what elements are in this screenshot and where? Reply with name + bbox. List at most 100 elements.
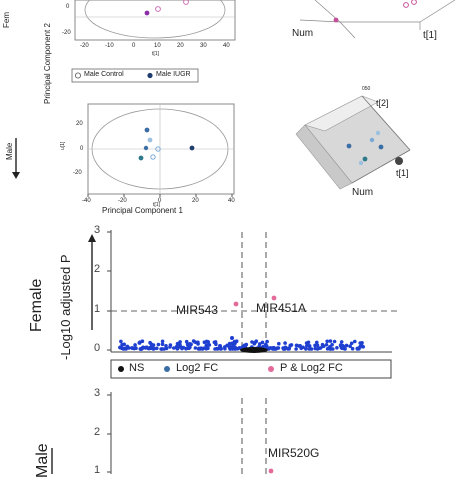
volcano-point bbox=[230, 341, 235, 346]
male-volcano-ytick: 2 bbox=[94, 426, 101, 438]
volcano-point bbox=[350, 346, 355, 351]
volcano-point bbox=[360, 341, 364, 345]
volcano-point bbox=[353, 339, 357, 344]
ticks-3d: 050 bbox=[362, 86, 371, 92]
volcano-point bbox=[197, 346, 201, 351]
volcano-point bbox=[140, 339, 145, 344]
volcano-point bbox=[201, 346, 206, 351]
male-pca-ytick: -20 bbox=[73, 170, 82, 176]
legend-iugr-marker bbox=[147, 72, 153, 79]
volcano-point bbox=[155, 346, 159, 351]
t1-label-top: t[1] bbox=[423, 30, 437, 41]
female-pca-frame bbox=[74, 0, 236, 41]
volcano-point bbox=[294, 343, 299, 348]
mir520g-point bbox=[268, 468, 274, 474]
volcano-ytick: 1 bbox=[94, 303, 101, 315]
legend-control-label: Male Control bbox=[84, 71, 124, 78]
male-pca-point bbox=[138, 155, 144, 161]
volcano-point bbox=[250, 340, 254, 344]
female-pca-point bbox=[144, 10, 150, 16]
volcano-point bbox=[151, 343, 155, 348]
volcano-point bbox=[335, 346, 339, 350]
num-label-top: Num bbox=[292, 28, 314, 39]
volcano-point bbox=[315, 340, 319, 345]
volcano-point bbox=[191, 339, 196, 343]
volcano-point bbox=[324, 343, 329, 347]
volcano-point bbox=[223, 346, 227, 351]
volcano-point bbox=[277, 341, 281, 346]
male-pca-point bbox=[144, 127, 150, 133]
legend-plog2fc-marker bbox=[268, 366, 274, 372]
neglog-axis-label: -Log10 adjusted P bbox=[58, 254, 73, 360]
legend-control-marker bbox=[74, 72, 82, 79]
volcano-point bbox=[218, 344, 222, 348]
volcano-point bbox=[118, 345, 122, 350]
volcano-point bbox=[172, 346, 176, 350]
volcano-point bbox=[325, 339, 330, 344]
volcano-point bbox=[207, 343, 212, 347]
volcano-point bbox=[328, 339, 333, 343]
volcano-point bbox=[332, 339, 337, 344]
volcano-point bbox=[348, 344, 352, 349]
volcano-point bbox=[331, 347, 335, 351]
volcano-point bbox=[229, 345, 233, 349]
volcano-point bbox=[225, 343, 229, 348]
volcano-point bbox=[133, 343, 137, 347]
male-pca-ytick: 0 bbox=[80, 146, 84, 152]
male-label-small: Male bbox=[5, 142, 14, 160]
legend-ns-marker bbox=[118, 366, 124, 372]
male-pca-point bbox=[150, 154, 156, 160]
male-pca-point bbox=[189, 145, 195, 151]
male-pca-ytick: 20 bbox=[76, 121, 83, 127]
volcano-point bbox=[349, 341, 354, 346]
legend-plog2fc-label: P & Log2 FC bbox=[280, 362, 343, 374]
volcano-point bbox=[298, 344, 302, 348]
volcano-point bbox=[286, 346, 291, 351]
female-big-label: Female bbox=[28, 278, 45, 332]
volcano-point bbox=[263, 342, 268, 347]
volcano-point bbox=[230, 336, 234, 340]
male-volcano-ytick: 1 bbox=[94, 464, 101, 476]
volcano-point bbox=[313, 346, 318, 351]
female-pca-ytick: 0 bbox=[66, 4, 70, 10]
mir451a-point bbox=[271, 295, 277, 301]
volcano-point bbox=[344, 343, 349, 348]
volcano-point bbox=[320, 342, 325, 347]
volcano-ytick: 2 bbox=[94, 263, 101, 275]
female-pca-ellipse bbox=[84, 0, 226, 39]
mir543-point bbox=[233, 301, 239, 307]
legend-log2fc-marker bbox=[164, 366, 170, 372]
volcano-point bbox=[267, 347, 271, 351]
volcano-point bbox=[261, 344, 266, 349]
volcano-point bbox=[257, 342, 262, 346]
volcano-point bbox=[150, 346, 155, 351]
volcano-points bbox=[118, 336, 366, 351]
volcano-legend-box bbox=[110, 359, 392, 379]
volcano-point bbox=[160, 347, 164, 351]
volcano-point bbox=[270, 347, 275, 351]
volcano-point bbox=[304, 341, 309, 345]
male-3d-plot bbox=[295, 95, 411, 190]
female-pca-ytick: -20 bbox=[62, 30, 71, 36]
volcano-point bbox=[144, 345, 148, 350]
mir543-label: MIR543 bbox=[176, 303, 219, 317]
volcano-point bbox=[288, 343, 293, 348]
volcano-ytick: 0 bbox=[94, 342, 101, 354]
mir520g-label: MIR520G bbox=[268, 446, 320, 460]
volcano-point bbox=[234, 346, 238, 351]
volcano-point bbox=[188, 342, 192, 346]
volcano-point bbox=[196, 340, 200, 345]
volcano-point bbox=[328, 345, 332, 349]
volcano-ytick: 3 bbox=[94, 224, 101, 236]
volcano-point bbox=[273, 346, 278, 351]
volcano-point bbox=[265, 339, 269, 344]
volcano-point bbox=[355, 347, 360, 351]
volcano-point bbox=[181, 345, 186, 350]
volcano-point bbox=[339, 340, 344, 344]
volcano-point bbox=[175, 347, 180, 351]
male-volcano bbox=[107, 392, 274, 474]
female-pca-point bbox=[183, 0, 189, 5]
male-volcano-ytick: 3 bbox=[94, 387, 101, 399]
t1-label-mid: t[1] bbox=[396, 168, 409, 178]
